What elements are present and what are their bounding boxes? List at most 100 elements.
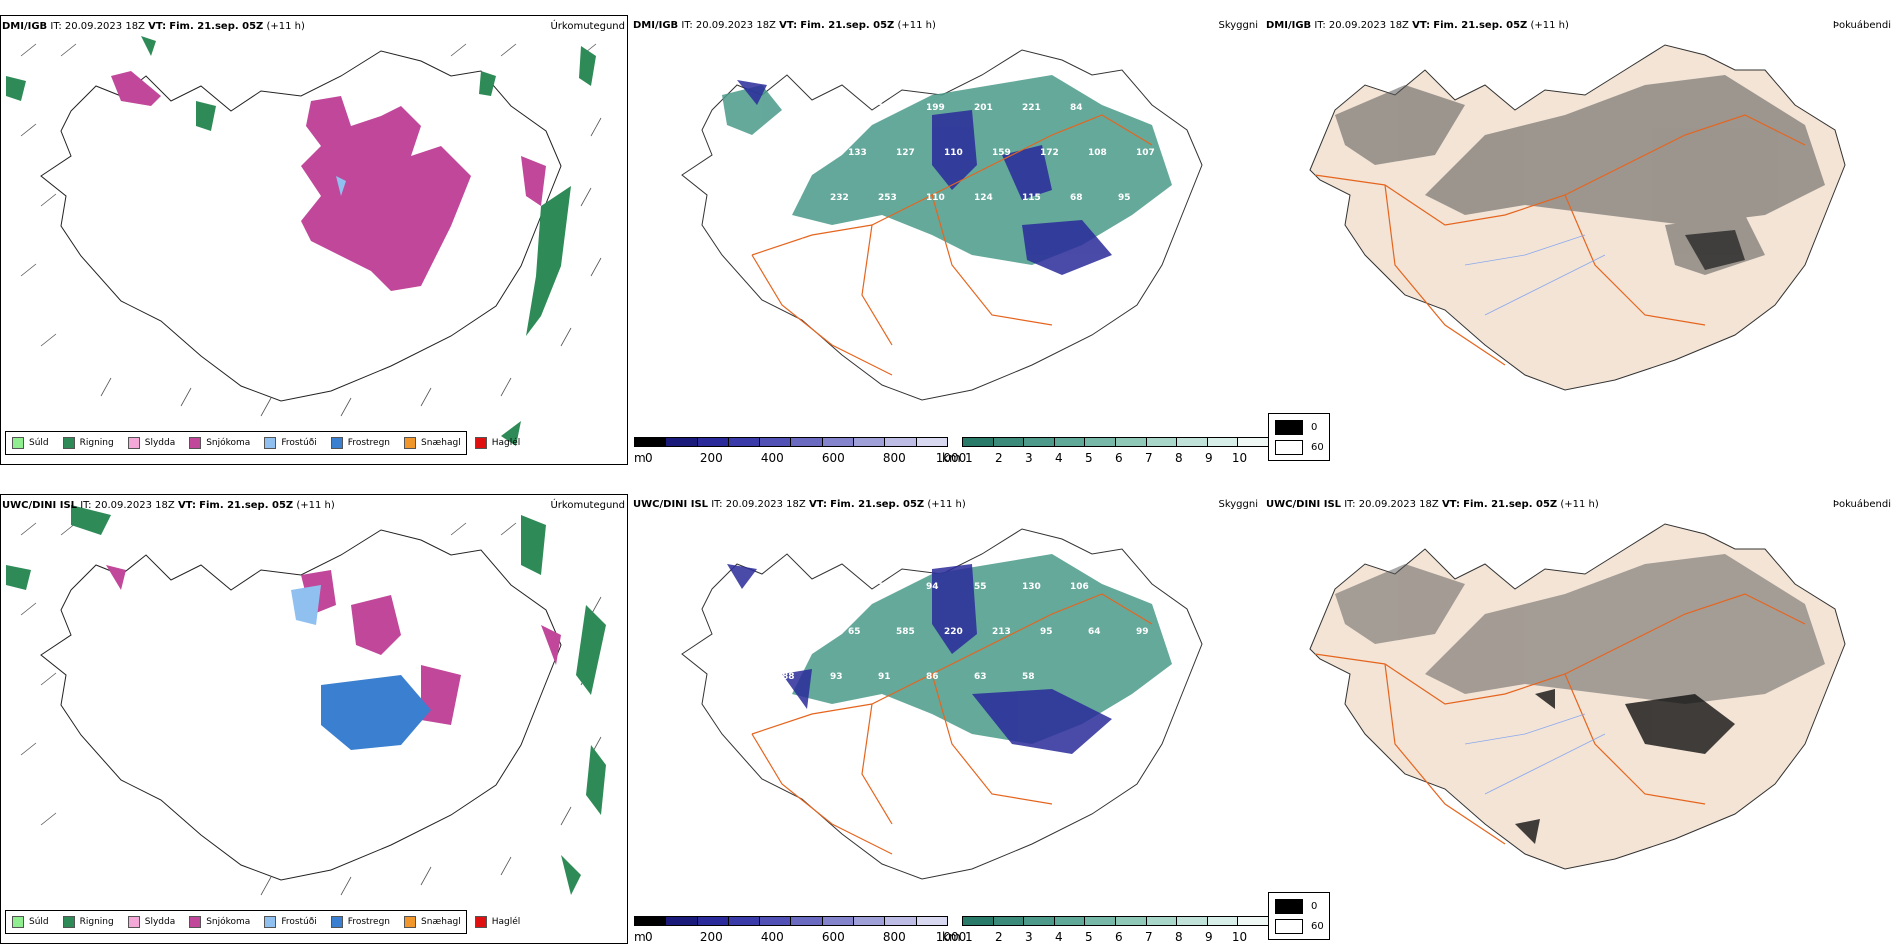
fog-area bbox=[1685, 230, 1745, 270]
legend-swatch bbox=[127, 437, 140, 449]
snow-area bbox=[521, 156, 546, 206]
snow-area bbox=[351, 595, 401, 655]
vis-value-label: 199 bbox=[926, 103, 945, 113]
tick-label: 1 bbox=[964, 451, 973, 465]
vis-value-label: 127 bbox=[896, 148, 915, 158]
tick-label: 600 bbox=[821, 451, 845, 465]
road bbox=[751, 593, 1153, 855]
tick-label: 10 bbox=[1231, 451, 1248, 465]
legend-item: Frostregn bbox=[330, 916, 390, 928]
vis-value-label: 58 bbox=[1022, 672, 1035, 682]
vis-value-label: 93 bbox=[830, 672, 843, 682]
panel-header: UWC/DINI ISL IT: 20.09.2023 18Z VT: Fim.… bbox=[633, 499, 966, 510]
panel-uwc-precip: UWC/DINI ISL IT: 20.09.2023 18Z VT: Fim.… bbox=[0, 494, 628, 944]
precip-snow-area bbox=[111, 71, 546, 291]
tick-label: 400 bbox=[760, 930, 784, 944]
rain-area bbox=[141, 36, 156, 56]
panel-title: Úrkomutegund bbox=[550, 21, 625, 32]
vis-low-area bbox=[727, 564, 757, 589]
tick-label: 1000 bbox=[935, 930, 967, 944]
fog-shading bbox=[1335, 75, 1825, 275]
tick-label: 1000 bbox=[935, 451, 967, 465]
vis-value-label: 56 bbox=[1118, 103, 1131, 113]
legend-item: Haglél bbox=[474, 437, 520, 449]
rain-area bbox=[579, 46, 596, 86]
panel-title: Úrkomutegund bbox=[550, 500, 625, 511]
legend-item: Snjókoma bbox=[189, 437, 250, 449]
legend-swatch bbox=[189, 916, 202, 928]
rain-area bbox=[71, 505, 111, 535]
legend-item: Snæhagl bbox=[404, 916, 461, 928]
legend-item: Frostúði bbox=[264, 916, 317, 928]
vis-low-area bbox=[932, 110, 977, 190]
vis-value-label: 95 bbox=[1040, 627, 1053, 637]
legend-swatch bbox=[264, 916, 277, 928]
vis-value-label: 66 bbox=[782, 582, 795, 592]
snow-area bbox=[541, 625, 561, 665]
vis-value-label: 106 bbox=[1070, 582, 1089, 592]
panel-header: UWC/DINI ISL IT: 20.09.2023 18Z VT: Fim.… bbox=[1266, 499, 1599, 510]
vis-low-area bbox=[737, 80, 767, 105]
tick-label: 400 bbox=[760, 451, 784, 465]
road bbox=[1314, 114, 1806, 366]
tick-label: 8 bbox=[1174, 930, 1183, 944]
vis-value-label: 91 bbox=[878, 672, 891, 682]
vis-value-label: 142 bbox=[800, 148, 819, 158]
legend-item: Snjókoma bbox=[189, 916, 250, 928]
fog-legend-low: 60 bbox=[1275, 919, 1324, 934]
vis-value-label: 95 bbox=[1118, 193, 1131, 203]
fog-dense bbox=[1515, 689, 1735, 844]
legend-swatch bbox=[264, 437, 277, 449]
tick-label: 4 bbox=[1054, 930, 1063, 944]
fog-area bbox=[1515, 819, 1540, 844]
legend-item: Rigning bbox=[62, 916, 114, 928]
vis-low-area bbox=[782, 669, 812, 709]
vis-value-label: 253 bbox=[878, 193, 897, 203]
roads bbox=[751, 114, 1153, 376]
vis-value-label: 125 bbox=[848, 238, 867, 248]
tick-label: 9 bbox=[1204, 930, 1213, 944]
vis-low-area bbox=[932, 564, 977, 654]
tick-label: 5 bbox=[1084, 451, 1093, 465]
legend-swatch bbox=[127, 916, 140, 928]
vis-value-label: 194 bbox=[782, 193, 801, 203]
panel-header: UWC/DINI ISL IT: 20.09.2023 18Z VT: Fim.… bbox=[2, 500, 335, 511]
tick-label: 4 bbox=[1054, 451, 1063, 465]
legend-swatch bbox=[330, 916, 343, 928]
vis-colorbar-m bbox=[634, 437, 948, 447]
vis-value-label: 65 bbox=[830, 582, 843, 592]
precip-type-legend: Súld Rigning Slydda Snjókoma Frostúði Fr… bbox=[5, 431, 520, 455]
fog-shading bbox=[1335, 554, 1825, 704]
road bbox=[751, 114, 1153, 376]
rain-area bbox=[576, 605, 606, 695]
vis-value-label: 64 bbox=[1088, 627, 1101, 637]
tick-label: 8 bbox=[1174, 451, 1183, 465]
road bbox=[1314, 593, 1806, 845]
vis-value-label: 201 bbox=[974, 103, 993, 113]
precip-freezing-area bbox=[336, 176, 346, 196]
fog-legend: 0 60 bbox=[1268, 892, 1330, 940]
legend-swatch bbox=[1275, 899, 1303, 914]
panel-dmi-precip: DMI/IGB IT: 20.09.2023 18Z VT: Fim. 21.s… bbox=[0, 15, 628, 465]
vis-unit-m: m bbox=[634, 451, 646, 465]
map-precip-type bbox=[6, 505, 606, 896]
legend-item: Frostregn bbox=[330, 437, 390, 449]
fog-area bbox=[1625, 694, 1735, 754]
vis-value-label: 172 bbox=[1040, 148, 1059, 158]
vis-value-label: 99 bbox=[1136, 627, 1149, 637]
vis-value-label: 107 bbox=[1136, 148, 1155, 158]
fog-area bbox=[1425, 554, 1825, 704]
rivers bbox=[1464, 234, 1606, 316]
snow-area bbox=[311, 216, 341, 241]
vis-value-label: 68 bbox=[1070, 193, 1083, 203]
vis-value-label: 110 bbox=[944, 148, 963, 158]
tick-label: 200 bbox=[699, 930, 723, 944]
fog-legend: 0 60 bbox=[1268, 413, 1330, 461]
tick-label: 0 bbox=[644, 930, 653, 944]
panel-uwc-visibility: UWC/DINI ISL IT: 20.09.2023 18Z VT: Fim.… bbox=[632, 494, 1269, 944]
tick-label: 10 bbox=[1231, 930, 1248, 944]
vis-value-label: 159 bbox=[992, 148, 1011, 158]
fog-legend-high: 0 bbox=[1275, 899, 1317, 914]
tick-label: 3 bbox=[1024, 930, 1033, 944]
tick-label: 7 bbox=[1144, 451, 1153, 465]
